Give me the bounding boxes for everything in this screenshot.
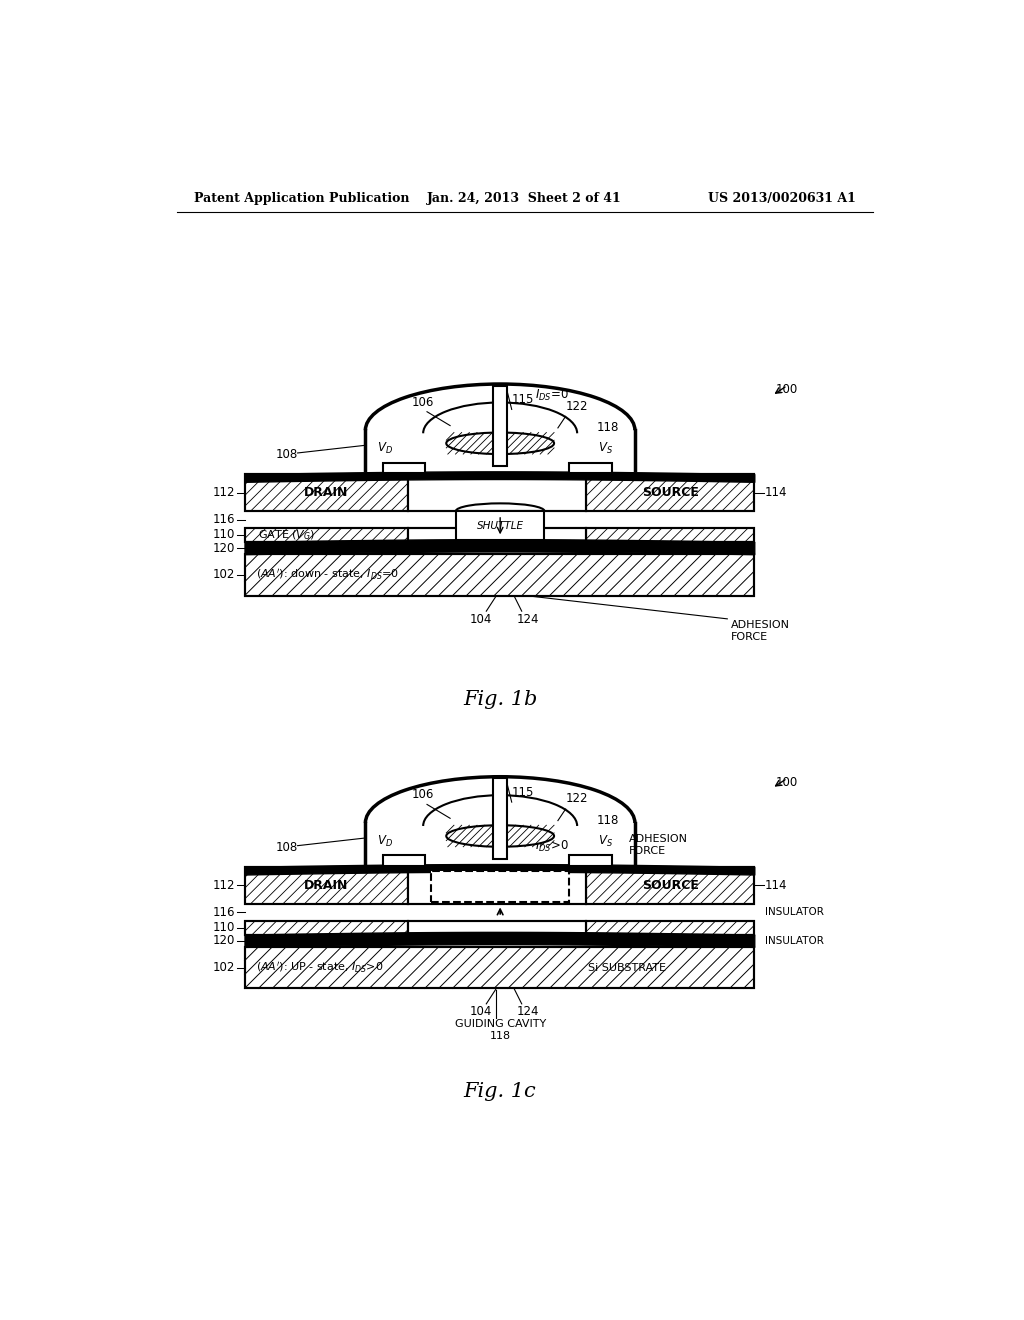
Text: 106: 106 — [412, 396, 434, 409]
Bar — [494, 385, 507, 466]
Text: 124: 124 — [517, 612, 540, 626]
Text: 118: 118 — [596, 421, 618, 434]
Text: $I_{DS}$=0: $I_{DS}$=0 — [535, 388, 568, 404]
Text: INSULATOR: INSULATOR — [765, 936, 824, 945]
Bar — [587, 867, 755, 904]
Bar — [245, 946, 755, 989]
Bar — [245, 474, 408, 511]
Bar — [569, 855, 611, 866]
Bar — [408, 474, 587, 511]
Text: 106: 106 — [412, 788, 434, 801]
Text: GUIDING CAVITY
118: GUIDING CAVITY 118 — [455, 1019, 546, 1041]
Bar — [587, 921, 755, 935]
Bar — [245, 528, 408, 543]
Bar — [245, 867, 408, 904]
Bar — [431, 871, 569, 903]
Text: INSULATOR: INSULATOR — [765, 907, 824, 917]
Text: $V_S$: $V_S$ — [598, 834, 613, 849]
Bar — [587, 528, 755, 543]
Text: 122: 122 — [565, 792, 588, 805]
Bar — [245, 554, 755, 595]
Text: US 2013/0020631 A1: US 2013/0020631 A1 — [708, 191, 856, 205]
Text: 122: 122 — [565, 400, 588, 412]
Text: $V_D$: $V_D$ — [377, 441, 392, 457]
Text: 118: 118 — [596, 814, 618, 828]
Text: SHUTTLE: SHUTTLE — [476, 520, 523, 531]
Ellipse shape — [446, 433, 554, 454]
Text: $(AA')$: down - state, $I_{DS}$=0: $(AA')$: down - state, $I_{DS}$=0 — [256, 568, 399, 582]
Bar — [587, 474, 755, 511]
Bar — [587, 528, 755, 543]
Text: 110: 110 — [213, 528, 236, 541]
Bar — [457, 511, 544, 540]
Bar — [587, 474, 755, 511]
Text: 120: 120 — [213, 935, 236, 948]
Text: $I_{DS}$>0: $I_{DS}$>0 — [535, 838, 568, 854]
Text: DRAIN: DRAIN — [304, 879, 348, 892]
Bar — [408, 921, 587, 935]
Bar — [245, 528, 408, 543]
Text: 114: 114 — [765, 486, 787, 499]
Text: 116: 116 — [213, 906, 236, 919]
Text: 102: 102 — [213, 569, 236, 582]
Text: Fig. 1b: Fig. 1b — [463, 689, 538, 709]
Text: 104: 104 — [470, 1006, 493, 1019]
Bar — [245, 474, 408, 511]
Bar — [587, 921, 755, 935]
Bar — [383, 855, 425, 866]
Text: SOURCE: SOURCE — [642, 879, 698, 892]
Bar — [494, 779, 507, 859]
Text: ADHESION
FORCE: ADHESION FORCE — [731, 620, 791, 642]
Text: 104: 104 — [470, 612, 493, 626]
Text: 124: 124 — [517, 1006, 540, 1019]
Bar — [245, 867, 408, 904]
Text: 114: 114 — [765, 879, 787, 892]
Bar — [245, 921, 408, 935]
Text: Si SUBSTRATE: Si SUBSTRATE — [588, 962, 667, 973]
Text: 100: 100 — [776, 776, 798, 788]
Text: 102: 102 — [213, 961, 236, 974]
Text: $(AA')$: UP - state, $I_{DS}$>0: $(AA')$: UP - state, $I_{DS}$>0 — [256, 961, 384, 975]
Bar — [245, 554, 755, 595]
Bar — [245, 921, 408, 935]
Bar — [383, 462, 425, 474]
Text: 120: 120 — [213, 541, 236, 554]
Text: SOURCE: SOURCE — [642, 486, 698, 499]
Text: 112: 112 — [213, 486, 236, 499]
Text: 116: 116 — [213, 513, 236, 527]
Text: 108: 108 — [275, 449, 298, 462]
Text: 112: 112 — [213, 879, 236, 892]
Text: Patent Application Publication: Patent Application Publication — [194, 191, 410, 205]
Ellipse shape — [446, 825, 554, 847]
Text: DRAIN: DRAIN — [304, 486, 348, 499]
Bar — [408, 867, 587, 904]
Text: 108: 108 — [275, 841, 298, 854]
Text: Fig. 1c: Fig. 1c — [464, 1082, 537, 1101]
Text: $V_S$: $V_S$ — [598, 441, 613, 457]
Text: ADHESION
FORCE: ADHESION FORCE — [629, 834, 688, 857]
Bar — [569, 462, 611, 474]
Text: GATE $(V_G)$: GATE $(V_G)$ — [258, 528, 315, 541]
Bar — [245, 946, 755, 989]
Bar — [408, 528, 587, 543]
Text: Jan. 24, 2013  Sheet 2 of 41: Jan. 24, 2013 Sheet 2 of 41 — [427, 191, 623, 205]
Text: $V_D$: $V_D$ — [377, 834, 392, 849]
Text: 110: 110 — [213, 921, 236, 935]
Text: 100: 100 — [776, 383, 798, 396]
Text: 115: 115 — [512, 785, 535, 799]
Bar — [587, 867, 755, 904]
Text: 115: 115 — [512, 393, 535, 407]
